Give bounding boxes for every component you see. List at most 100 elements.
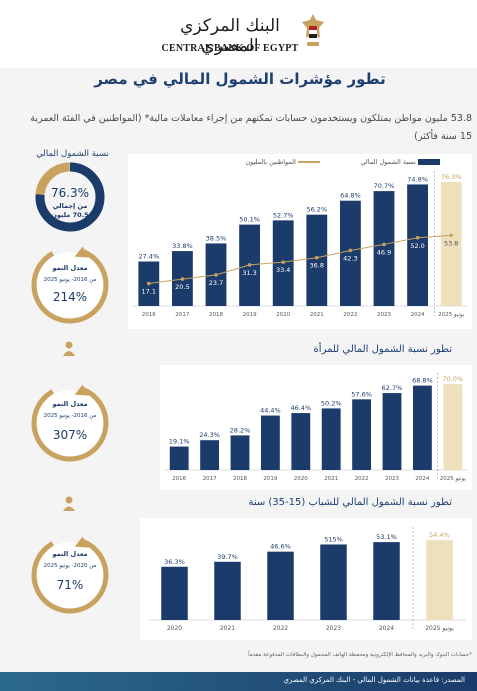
x-tick-label: 2019 [263,476,277,482]
growth-3-arrow-icon [74,536,89,548]
bar-value-label: 62.7% [382,384,403,392]
citizens-value-label: 46.9 [377,248,391,256]
bar-value-label: 56.2% [306,206,327,214]
footnote: *حسابات البنوك والبريد والمحافظ الإلكترو… [248,652,472,658]
bar-value-label: 68.8% [412,377,433,385]
citizens-point [315,255,319,260]
x-tick-label: 2023 [326,625,341,632]
growth-3-period: من 2020- يونيو 2025 [43,563,97,569]
eagle-emblem-icon [302,14,324,46]
women-section-title: تطور نسبة الشمول المالي للمرأة [313,344,452,355]
youth-section-title: تطور نسبة الشمول المالي للشباب (15-35) س… [248,497,452,508]
bar-value-label: 39.7% [217,553,238,561]
citizens-point [180,277,185,281]
header [0,0,477,68]
x-tick-label: 2022 [355,476,369,482]
side-panel-title: نسبة الشمول المالي [36,149,109,159]
footer-source: المصدر: قاعدة بيانات الشمول المالي - الب… [283,676,466,684]
citizens-point [382,242,386,247]
x-tick-label: 2024 [379,625,394,632]
bar [412,385,432,470]
growth-2-arrow-icon [74,384,89,396]
citizens-line [148,234,452,285]
ring-subtitle-1: من إجمالي [52,202,88,210]
citizens-value-label: 33.4 [276,266,290,274]
legend-line-swatch [298,161,320,163]
overall-inclusion-chart: 27.4% 2016 33.8% 2017 38.5% 2018 50.1% 2019 52.7… [132,171,468,318]
x-tick-label: 2021 [220,625,235,632]
bar-value-label: 19.1% [169,438,190,446]
bar [440,182,462,306]
growth-2-period: من 2016- يونيو 2025 [43,413,97,419]
citizens-value-label: 53.8 [444,239,458,247]
bar [320,544,347,620]
women-inclusion-chart: 19.1% 2016 24.3% 2017 28.2% 2018 44.4% 2019 46.4… [164,373,468,482]
ring-subtitle-2: 70.5 مليون [51,211,89,219]
growth-2-bg [37,390,103,456]
bar [382,393,402,470]
growth-1-bg [37,252,103,318]
x-tick-label: 2021 [324,476,338,482]
x-tick-label: 2022 [273,625,288,632]
bar-value-label: 24.3% [199,431,220,439]
x-tick-label: 2024 [411,312,425,318]
bar-value-label: 50.1% [239,216,260,224]
citizens-point [449,233,454,238]
x-tick-label: 2020 [294,476,308,482]
x-tick-label: 2021 [310,312,324,318]
bar-value-label: 57.6% [351,390,372,398]
ring-percent: 76.3% [50,186,90,200]
growth-2-arc [31,386,109,462]
bar [373,191,395,306]
bar [260,415,280,470]
citizens-value-label: 42.3 [343,254,357,262]
x-tick-label: يونيو 2025 [438,312,465,318]
legend-line-label: المواطنين بالمليون [245,158,296,166]
citizens-point [281,260,285,264]
growth-3-value: 71% [56,578,84,592]
citizens-point [348,248,353,253]
x-tick-label: 2016 [142,312,156,318]
bar-value-label: 64.8% [340,192,361,200]
citizens-value-label: 36.8 [310,262,324,270]
ring-remainder [35,162,71,196]
x-tick-label: 2018 [209,312,223,318]
woman-icon [63,341,75,356]
page-title: تطور مؤشرات الشمول المالي في مصر [94,70,386,88]
citizens-point [415,235,420,240]
growth-3-bg [37,542,103,608]
x-tick-label: 2024 [415,476,429,482]
x-tick-label: 2023 [385,476,399,482]
growth-2-label: معدل النمو [52,400,88,408]
bar-value-label: 53.1% [376,533,397,541]
bar [443,384,463,470]
x-tick-label: 2020 [276,312,290,318]
growth-1-value: 214% [52,290,88,304]
growth-1-arc [31,248,109,324]
bar-value-label: 70.0% [442,375,463,383]
x-tick-label: يونيو 2025 [440,476,467,482]
x-tick-label: 2023 [377,312,391,318]
bar-value-label: 515% [324,535,343,543]
bar [352,399,372,470]
side-panel-graphics [31,162,109,462]
bar-value-label: 33.8% [172,242,193,250]
bar-value-label: 52.7% [273,211,294,219]
citizens-value-label: 52.0 [410,242,424,250]
growth-3-label: معدل النمو [52,550,88,558]
intro-text: 53.8 مليون مواطن يمتلكون ويستخدمون حسابا… [30,113,472,142]
x-tick-label: 2020 [167,625,182,632]
bar-value-label: 44.4% [260,407,281,415]
bar [306,214,328,306]
bar [230,435,250,470]
bar [169,446,189,470]
bar [267,551,294,620]
bank-name-arabic: البنك المركزي المصري [180,16,280,56]
bar-value-label: 28.2% [230,426,251,434]
citizens-point [247,263,252,267]
bar-value-label: 38.5% [206,234,227,242]
bank-name-english: CENTRAL BANK OF EGYPT [161,43,299,54]
citizens-value-label: 17.1 [142,288,156,296]
citizens-point [214,273,218,277]
bar [426,540,453,620]
